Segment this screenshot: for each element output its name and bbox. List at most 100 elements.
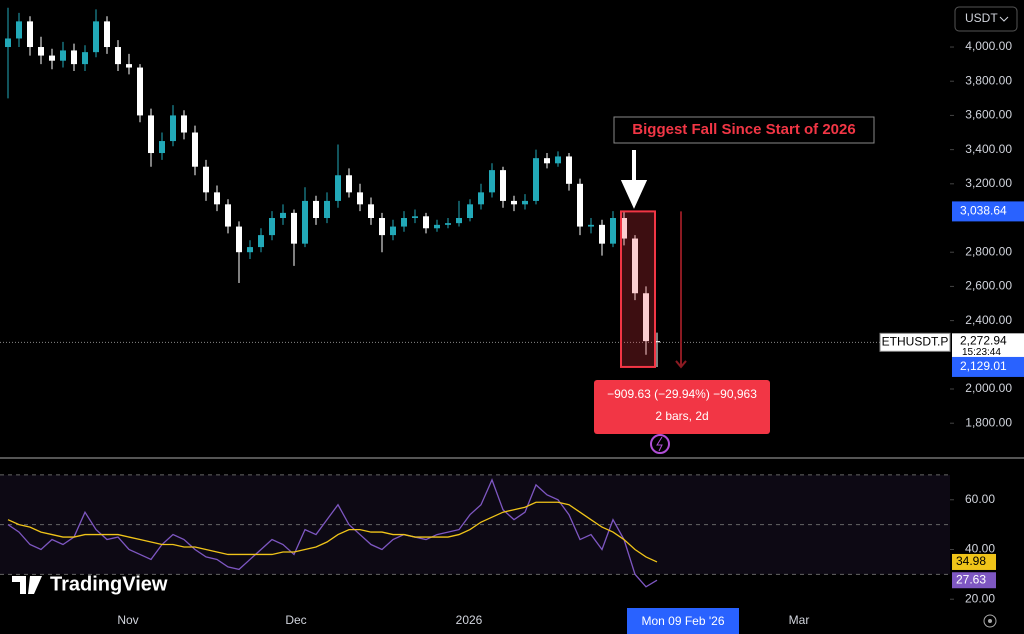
candle-body xyxy=(544,158,550,164)
candle-body xyxy=(401,218,407,227)
candle-body xyxy=(27,21,33,48)
rsi-tick-label: 60.00 xyxy=(965,492,995,506)
logo: TradingView xyxy=(12,573,168,595)
y-tick-label: 4,000.00 xyxy=(965,39,1012,53)
candle-body xyxy=(533,158,539,201)
candle-body xyxy=(621,218,627,239)
candle-body xyxy=(434,224,440,229)
currency-button[interactable]: USDT xyxy=(954,6,1018,32)
candle-body xyxy=(16,21,22,39)
y-tick-label: 2,000.00 xyxy=(965,381,1012,395)
measure-start-box xyxy=(952,201,1024,222)
candle-body xyxy=(610,218,616,244)
candle-body xyxy=(5,38,11,48)
y-tick-label: 3,600.00 xyxy=(965,108,1012,122)
y-tick-label: 1,800.00 xyxy=(965,415,1012,429)
candle-body xyxy=(214,192,220,205)
candle-body xyxy=(203,166,209,193)
last-price-box xyxy=(952,333,1024,358)
candle-body xyxy=(577,183,583,227)
candle-body xyxy=(291,212,297,244)
last-price-label: 2,272.94 xyxy=(960,334,1007,348)
rsi-line xyxy=(7,501,658,563)
rsi-line xyxy=(7,478,658,588)
measure-arrow-head xyxy=(675,360,687,369)
y-tick-label: 3,200.00 xyxy=(965,176,1012,190)
candle-body xyxy=(115,47,121,65)
annotation: Biggest Fall Since Start of 2026 xyxy=(632,121,855,138)
candle-body xyxy=(60,50,66,61)
crosshair-date: Mon 09 Feb '26 xyxy=(641,614,724,628)
y-tick-label: 3,800.00 xyxy=(965,73,1012,87)
x-tick-label: Nov xyxy=(117,613,138,627)
brand: TradingView xyxy=(50,573,168,595)
crosshair-date-box xyxy=(627,608,739,634)
currency: USDT xyxy=(965,11,998,25)
candle-body xyxy=(280,212,286,219)
candle-body xyxy=(511,200,517,205)
candle-body xyxy=(467,204,473,219)
rsi-tick-label: 40.00 xyxy=(965,542,995,556)
candle-body xyxy=(104,21,110,48)
settings-icon[interactable] xyxy=(983,614,997,628)
x-tick-label: 2026 xyxy=(456,613,483,627)
candle-body xyxy=(599,224,605,244)
rsi-tick-label: 20.00 xyxy=(965,591,995,605)
candle-body xyxy=(456,218,462,224)
candle-body xyxy=(654,341,660,343)
candle-body xyxy=(489,170,495,193)
y-tick-label: 3,400.00 xyxy=(965,142,1012,156)
candle-body xyxy=(192,132,198,167)
candle-body xyxy=(555,156,561,164)
rsi-value-box xyxy=(952,553,996,570)
candle-body xyxy=(159,141,165,154)
measure-end-label: 2,129.01 xyxy=(960,359,1007,373)
candle-body xyxy=(247,247,253,253)
rsi-value-label: 27.63 xyxy=(956,572,986,586)
candle-body xyxy=(93,21,99,53)
alert-icon[interactable] xyxy=(650,434,670,454)
annotation-arrow xyxy=(620,150,648,209)
candle-body xyxy=(170,115,176,142)
measure-end-box xyxy=(952,356,1024,377)
rsi-value-label: 34.98 xyxy=(956,554,986,568)
candle-body xyxy=(181,115,187,133)
candle-body xyxy=(390,226,396,236)
candle-body xyxy=(368,204,374,219)
candle-body xyxy=(71,50,77,65)
y-tick-label: 2,600.00 xyxy=(965,279,1012,293)
x-tick-label: Mar xyxy=(789,613,810,627)
symbol-label: ETHUSDT.P xyxy=(882,335,949,349)
candle-body xyxy=(412,216,418,219)
candle-body xyxy=(423,216,429,229)
candle-body xyxy=(522,200,528,205)
annotation-box xyxy=(613,116,875,144)
candle-body xyxy=(643,293,649,342)
rsi-value-box xyxy=(952,572,996,589)
y-tick-label: 2,400.00 xyxy=(965,313,1012,327)
candle-body xyxy=(38,47,44,56)
candle-body xyxy=(236,226,242,253)
candle-body xyxy=(445,223,451,225)
candle-body xyxy=(566,156,572,184)
candle-body xyxy=(324,200,330,219)
candle-body xyxy=(500,170,506,201)
measure-info-box xyxy=(594,380,770,434)
candle-body xyxy=(82,52,88,65)
x-tick-label: Dec xyxy=(285,613,306,627)
candle-body xyxy=(302,200,308,244)
candle-body xyxy=(357,192,363,205)
candle-body xyxy=(137,67,143,116)
candle-body xyxy=(379,218,385,236)
candle-body xyxy=(632,238,638,294)
candle-body xyxy=(49,55,55,61)
candle-body xyxy=(126,64,132,68)
candle-body xyxy=(269,218,275,236)
candle-body xyxy=(478,192,484,205)
candle-body xyxy=(313,200,319,219)
countdown: 15:23:44 xyxy=(962,347,1001,358)
candle-body xyxy=(258,235,264,248)
candle-body xyxy=(335,175,341,201)
